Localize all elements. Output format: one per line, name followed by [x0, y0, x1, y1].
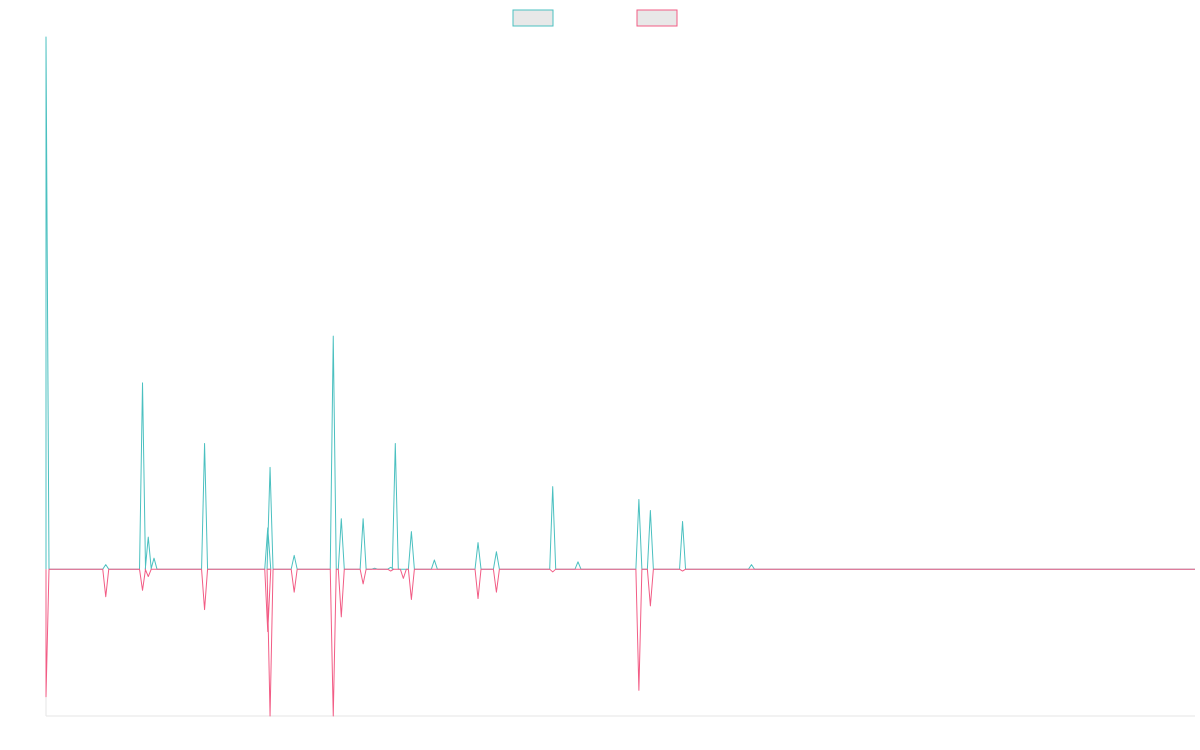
legend-swatch-1[interactable]	[512, 9, 554, 27]
series-line	[45, 568, 1195, 717]
legend-swatch-2[interactable]	[636, 9, 678, 27]
axes	[45, 37, 1195, 717]
plot-area	[45, 36, 1195, 717]
series-line	[45, 36, 1195, 570]
series-2	[45, 568, 1195, 717]
legend[interactable]	[512, 9, 678, 27]
series-1	[45, 36, 1195, 570]
